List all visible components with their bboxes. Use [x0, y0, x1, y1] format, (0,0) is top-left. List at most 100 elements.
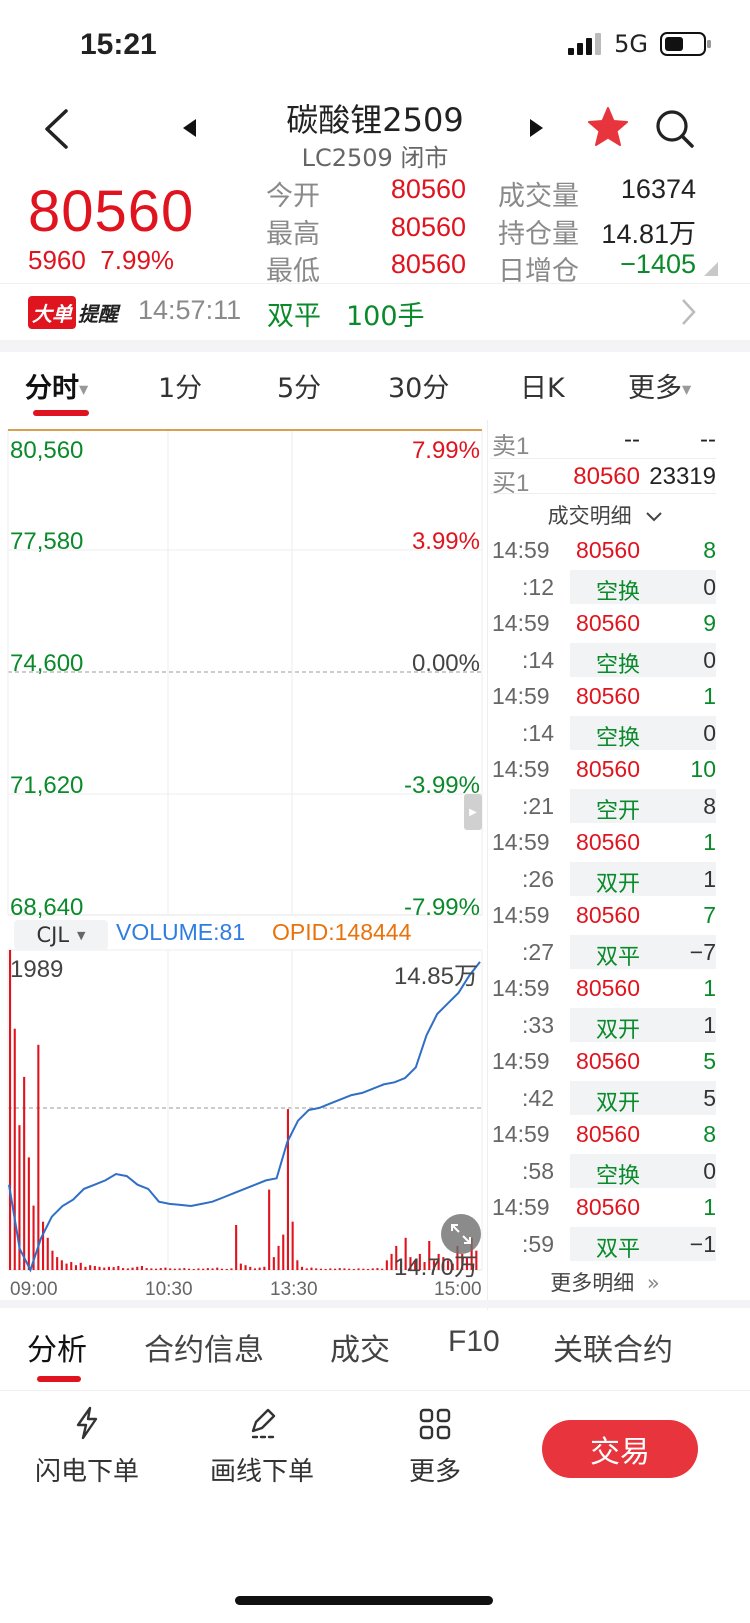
favorite-star-icon[interactable] — [586, 106, 630, 148]
buy1-volume: 23319 — [649, 463, 716, 490]
expand-corner-icon[interactable] — [704, 262, 718, 276]
volume-bar — [197, 1268, 200, 1270]
volume-bar — [475, 1250, 478, 1270]
alert-time: 14:57:11 — [138, 295, 242, 325]
expand-icon — [451, 1224, 471, 1244]
volume-bar — [385, 1260, 388, 1270]
oi-top-label: 14.85万 — [393, 963, 478, 990]
volume-bar — [169, 1268, 172, 1270]
tick-time: 14:59 — [492, 756, 550, 782]
tab-f10[interactable]: F10 — [448, 1325, 500, 1358]
volume-bar — [18, 1125, 21, 1270]
sell1-volume: -- — [700, 426, 716, 453]
tab-contract-info[interactable]: 合约信息 — [144, 1333, 264, 1368]
panel-collapse-handle[interactable]: ▶ — [464, 794, 482, 830]
volume-bar — [315, 1268, 318, 1270]
trade-detail-header[interactable]: 成交明细 — [490, 500, 720, 530]
volume-bar — [404, 1237, 407, 1270]
tab-1min[interactable]: 1分 — [158, 373, 203, 404]
tick-time: 14:59 — [492, 1121, 550, 1147]
volume-bar — [23, 1076, 26, 1270]
status-indicators: 5G — [568, 30, 712, 58]
tick-time: 14:59 — [492, 902, 550, 928]
indicator-selector[interactable]: CJL ▼ — [14, 920, 108, 950]
prev-contract-icon[interactable] — [180, 118, 200, 138]
tick-seconds: :33 — [522, 1011, 554, 1038]
volume-bar — [131, 1267, 134, 1270]
tick-nature-bg — [570, 642, 716, 677]
price-change: 5960 7.99% — [28, 245, 174, 276]
active-bottom-tab-indicator — [37, 1376, 81, 1382]
tab-more[interactable]: 更多▼ — [628, 366, 691, 405]
volume-bar — [117, 1266, 120, 1270]
volume-bar — [112, 1267, 115, 1270]
tick-volume: 1 — [703, 1194, 716, 1220]
tick-seconds: :14 — [522, 719, 554, 746]
tick-volume: 10 — [690, 756, 716, 782]
tick-price: 80560 — [576, 1048, 640, 1074]
tick-oi-change: −7 — [689, 938, 716, 965]
tab-related-contracts[interactable]: 关联合约 — [553, 1333, 673, 1368]
tick-seconds: :14 — [522, 646, 554, 673]
tab-30min[interactable]: 30分 — [388, 373, 450, 404]
volume-bar — [244, 1265, 247, 1270]
volume-bar — [206, 1268, 209, 1270]
tick-seconds: :26 — [522, 865, 554, 892]
chevron-right-icon[interactable] — [680, 298, 696, 326]
volume-bar — [107, 1266, 110, 1270]
volume-bar — [357, 1268, 360, 1270]
tick-nature: 双平 — [595, 1236, 640, 1262]
back-icon[interactable] — [40, 108, 74, 150]
tick-oi-change: −1 — [689, 1230, 716, 1257]
tick-time: 14:59 — [492, 1194, 550, 1220]
volume-bar — [51, 1250, 54, 1270]
volume-bar — [428, 1241, 431, 1270]
tick-oi-change: 0 — [703, 573, 716, 600]
tab-analysis[interactable]: 分析 — [27, 1333, 87, 1368]
grid-icon — [419, 1408, 451, 1440]
next-contract-icon[interactable] — [526, 118, 546, 138]
tab-daily-k[interactable]: 日K — [520, 373, 565, 404]
tab-5min[interactable]: 5分 — [277, 373, 322, 404]
tab-intraday[interactable]: 分时▼ — [25, 366, 88, 405]
pct-label-min: -7.99% — [403, 894, 480, 921]
quote-oi-change: −1405 — [620, 249, 696, 279]
tick-price: 80560 — [576, 829, 640, 855]
volume-bar — [79, 1262, 82, 1270]
volume-bar — [164, 1267, 167, 1270]
tick-time: 14:59 — [492, 683, 550, 709]
volume-bar — [32, 1205, 35, 1270]
volume-bar — [192, 1269, 195, 1270]
volume-bar — [286, 1109, 289, 1270]
volume-bar — [338, 1268, 341, 1270]
search-icon[interactable] — [654, 108, 696, 150]
tick-seconds: :42 — [522, 1084, 554, 1111]
flash-order-button[interactable]: 闪电下单 — [32, 1404, 142, 1487]
big-order-alert-bar[interactable] — [0, 283, 750, 341]
trade-button[interactable]: 交易 — [542, 1420, 698, 1478]
more-details-label: 更多明细 — [550, 1271, 635, 1295]
volume-bar — [319, 1268, 322, 1270]
chevron-down-icon — [646, 512, 663, 522]
quote-high: 80560 — [390, 212, 466, 242]
volume-bar — [13, 1028, 16, 1270]
draw-order-button[interactable]: 画线下单 — [206, 1404, 318, 1487]
battery-icon — [660, 32, 711, 56]
volume-bar — [362, 1268, 365, 1270]
more-tools-button[interactable]: 更多 — [400, 1404, 470, 1487]
status-time: 15:21 — [80, 28, 157, 61]
tick-volume: 1 — [703, 829, 716, 855]
volume-bar — [418, 1253, 421, 1270]
tick-oi-change: 1 — [703, 1011, 716, 1038]
section-divider — [0, 1300, 750, 1308]
tick-time: 14:59 — [492, 1048, 550, 1074]
volume-bar — [37, 1044, 40, 1270]
volume-bar — [249, 1266, 252, 1270]
tick-nature: 空换 — [595, 579, 640, 605]
more-details-link[interactable]: 更多明细 » — [490, 1267, 720, 1297]
tab-trades[interactable]: 成交 — [330, 1333, 390, 1368]
tick-volume: 9 — [703, 610, 716, 636]
home-indicator[interactable] — [235, 1596, 493, 1605]
intraday-chart[interactable] — [0, 420, 484, 1300]
fullscreen-button[interactable] — [441, 1214, 481, 1254]
